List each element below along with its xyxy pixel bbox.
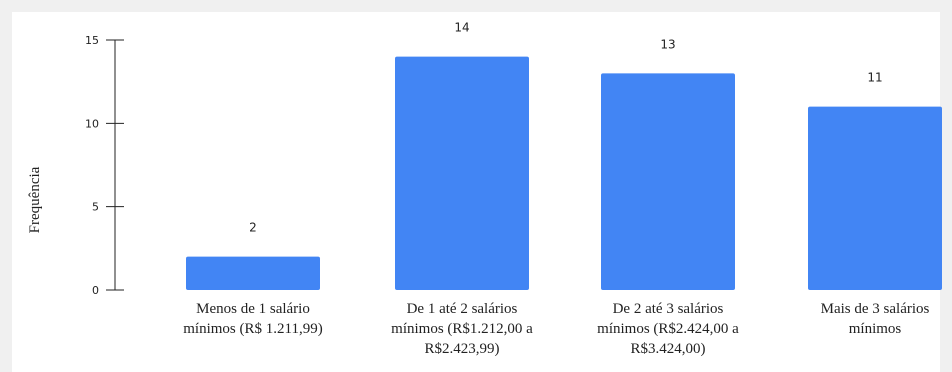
- x-category-label: mínimos (R$ 1.211,99): [183, 321, 322, 337]
- frame-top: [0, 0, 952, 12]
- frame-right: [940, 0, 952, 372]
- x-category-label: De 2 até 3 salários: [613, 301, 724, 317]
- bar: [808, 106, 942, 291]
- data-label: 13: [660, 37, 675, 51]
- x-category-label: R$3.424,00): [631, 341, 706, 357]
- bar: [186, 256, 320, 290]
- data-label: 2: [249, 221, 257, 235]
- x-category-label: mínimos (R$1.212,00 a: [391, 321, 533, 337]
- x-category-label: De 1 até 2 salários: [407, 301, 518, 317]
- bar: [601, 73, 735, 290]
- x-category-label: mínimos: [849, 321, 902, 337]
- x-category-label: Menos de 1 salário: [196, 301, 310, 317]
- frame-left: [0, 0, 12, 372]
- x-category-label: mínimos (R$2.424,00 a: [597, 321, 739, 337]
- y-tick-label: 10: [85, 117, 99, 130]
- x-category-label: R$2.423,99): [425, 341, 500, 357]
- y-tick-label: 0: [92, 284, 99, 297]
- x-category-label: Mais de 3 salários: [821, 301, 930, 317]
- y-tick-label: 5: [92, 201, 99, 214]
- data-label: 11: [867, 71, 882, 85]
- y-axis-title: Frequência: [27, 166, 43, 233]
- y-tick-label: 15: [85, 34, 99, 47]
- bar: [395, 56, 529, 290]
- data-label: 14: [454, 21, 469, 35]
